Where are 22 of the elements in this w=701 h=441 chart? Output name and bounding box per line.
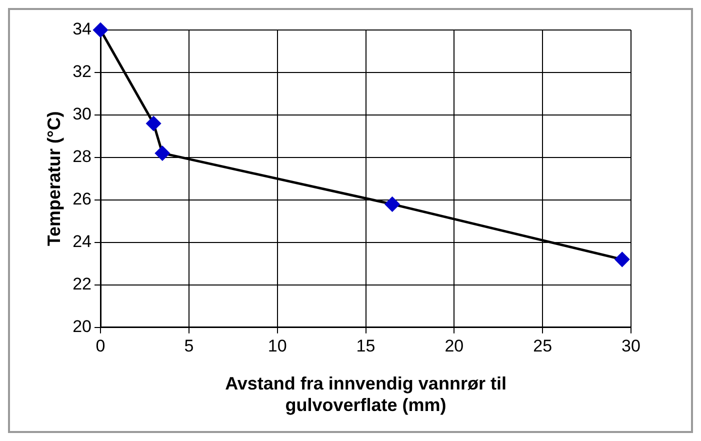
point <box>155 146 170 160</box>
x-tick-label: 5 <box>184 336 194 356</box>
y-axis-title: Temperatur (°C) <box>44 111 64 246</box>
x-tick-label: 30 <box>622 336 640 356</box>
x-tick-label: 25 <box>533 336 552 356</box>
point <box>146 116 161 131</box>
y-tick-label: 32 <box>72 62 92 82</box>
y-tick-label: 22 <box>72 274 92 294</box>
y-tick-label: 28 <box>72 147 92 166</box>
x-axis-title: Avstand fra innvendig vannrør til gulvoverflate (mm) <box>225 374 506 416</box>
point <box>93 22 108 38</box>
y-tick-label: 20 <box>72 317 92 336</box>
point <box>385 196 400 212</box>
x-tick-label: 0 <box>96 336 106 356</box>
y-tick-label: 34 <box>72 20 92 39</box>
point <box>614 252 630 267</box>
x-tick-label: 20 <box>444 336 464 356</box>
x-tick-label: 15 <box>356 336 376 356</box>
x-tick-label: 10 <box>268 336 287 356</box>
y-tick-label: 24 <box>72 232 92 252</box>
y-tick-label: 30 <box>72 104 92 124</box>
y-tick-label: 26 <box>72 190 92 209</box>
